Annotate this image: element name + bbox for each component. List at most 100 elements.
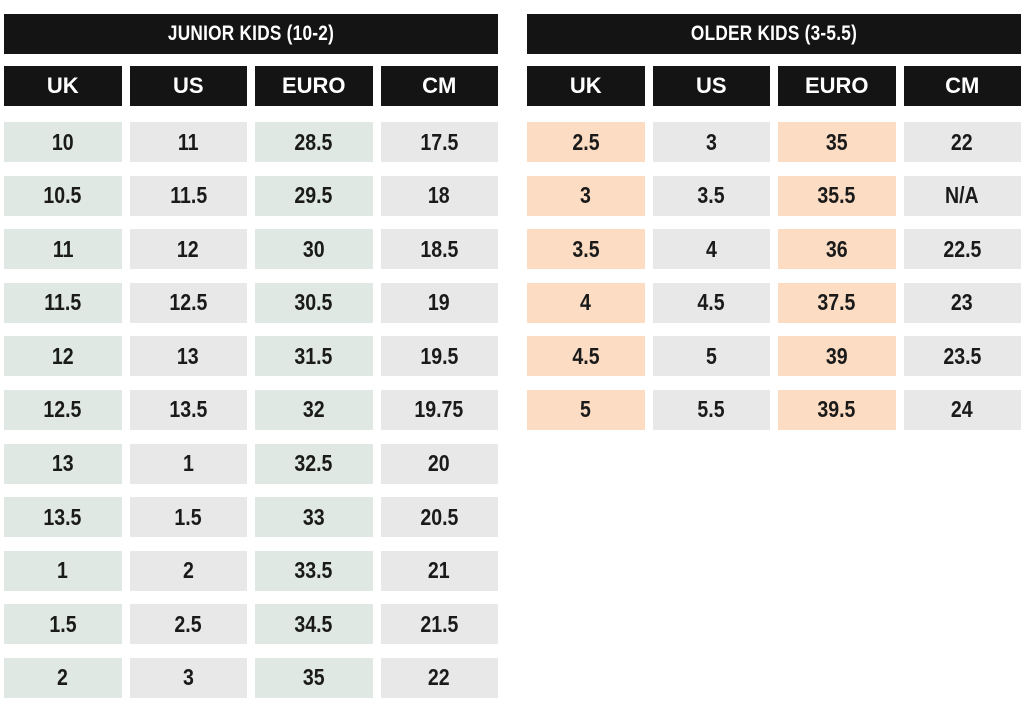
table-row: 2.5 3 35 22: [527, 122, 1021, 162]
cell-uk: 3: [527, 175, 645, 216]
cell-value: 12: [177, 235, 200, 262]
table-row: 13.5 1.5 33 20.5: [4, 497, 498, 538]
cell-value: 39: [825, 342, 848, 369]
cell-value: 17.5: [420, 128, 459, 155]
column-header-uk: UK: [527, 66, 645, 106]
cell-euro: 29.5: [255, 175, 373, 216]
cell-uk: 10: [4, 122, 122, 162]
cell-value: 12.5: [43, 396, 82, 423]
cell-value: 30.5: [294, 289, 333, 316]
table-row: 12.5 13.5 32 19.75: [4, 389, 498, 430]
cell-euro: 30: [255, 229, 373, 270]
cell-euro: 35: [778, 122, 896, 162]
cell-value: 1: [57, 557, 69, 584]
cell-uk: 1.5: [4, 604, 122, 645]
cell-value: 13.5: [43, 503, 82, 530]
cell-uk: 11.5: [4, 282, 122, 323]
column-header-euro: EURO: [778, 66, 896, 106]
cell-value: 4.5: [697, 289, 725, 316]
junior-kids-rows: 10 11 28.5 17.5 10.5 11.5 29.5 18 11 12 30 18.5 11.5…: [4, 122, 498, 698]
cell-uk: 4: [527, 282, 645, 323]
cell-uk: 12: [4, 336, 122, 377]
cell-uk: 11: [4, 229, 122, 270]
cell-value: 3: [580, 182, 592, 209]
older-kids-rows: 2.5 3 35 22 3 3.5 35.5 N/A 3.5 4 36 22.5 4 4.5 37.5 23 4…: [527, 122, 1021, 430]
cell-us: 11.5: [129, 175, 247, 216]
cell-us: 12: [129, 229, 247, 270]
cell-value: 10: [51, 128, 74, 155]
cell-value: 4.5: [572, 342, 600, 369]
cell-cm: 22: [903, 122, 1021, 162]
cell-value: 4: [580, 289, 592, 316]
cell-euro: 30.5: [255, 282, 373, 323]
junior-kids-title-bar: JUNIOR KIDS (10-2): [4, 14, 498, 54]
cell-us: 3: [652, 122, 770, 162]
cell-euro: 39: [778, 336, 896, 377]
cell-value: 2.5: [174, 610, 202, 637]
cell-cm: 18.5: [380, 229, 498, 270]
cell-value: 21: [428, 557, 451, 584]
cell-cm: 19: [380, 282, 498, 323]
cell-value: 11.5: [169, 182, 207, 209]
cell-value: 13.5: [169, 396, 208, 423]
table-row: 11.5 12.5 30.5 19: [4, 282, 498, 323]
cell-cm: 17.5: [380, 122, 498, 162]
cell-euro: 34.5: [255, 604, 373, 645]
cell-value: 5: [705, 342, 717, 369]
cell-euro: 31.5: [255, 336, 373, 377]
cell-cm: 19.5: [380, 336, 498, 377]
cell-value: N/A: [945, 182, 980, 209]
column-header-uk: UK: [4, 66, 122, 106]
column-header-us: US: [129, 66, 247, 106]
cell-us: 13: [129, 336, 247, 377]
cell-us: 2.5: [129, 604, 247, 645]
table-row: 11 12 30 18.5: [4, 229, 498, 270]
column-header-cm: CM: [903, 66, 1021, 106]
cell-us: 3: [129, 657, 247, 698]
cell-value: 37.5: [817, 289, 856, 316]
cell-uk: 2: [4, 657, 122, 698]
cell-uk: 2.5: [527, 122, 645, 162]
cell-uk: 13.5: [4, 497, 122, 538]
table-row: 4 4.5 37.5 23: [527, 282, 1021, 323]
junior-kids-title: JUNIOR KIDS (10-2): [48, 14, 454, 54]
cell-euro: 28.5: [255, 122, 373, 162]
cell-us: 1.5: [129, 497, 247, 538]
cell-value: 32: [302, 396, 325, 423]
cell-value: 5.5: [697, 396, 725, 423]
cell-value: 2: [57, 664, 69, 691]
cell-euro: 39.5: [778, 389, 896, 430]
cell-uk: 10.5: [4, 175, 122, 216]
cell-value: 22: [428, 664, 451, 691]
table-row: 4.5 5 39 23.5: [527, 336, 1021, 377]
cell-value: 5: [580, 396, 592, 423]
cell-value: 31.5: [294, 342, 333, 369]
cell-value: 22.5: [943, 235, 982, 262]
cell-value: 19.75: [414, 396, 464, 423]
table-row: 1.5 2.5 34.5 21.5: [4, 604, 498, 645]
cell-value: 34.5: [294, 610, 333, 637]
table-row: 13 1 32.5 20: [4, 443, 498, 484]
junior-kids-table: JUNIOR KIDS (10-2) UK US EURO CM 10 11 28.…: [4, 14, 498, 712]
cell-cm: N/A: [903, 175, 1021, 216]
cell-value: 20.5: [420, 503, 459, 530]
cell-cm: 20: [380, 443, 498, 484]
cell-cm: 21.5: [380, 604, 498, 645]
cell-value: 19: [428, 289, 451, 316]
cell-value: 11: [52, 235, 74, 262]
cell-uk: 5: [527, 389, 645, 430]
cell-euro: 37.5: [778, 282, 896, 323]
column-header-cm: CM: [380, 66, 498, 106]
cell-value: 10.5: [43, 182, 82, 209]
cell-value: 1: [182, 450, 194, 477]
table-row: 12 13 31.5 19.5: [4, 336, 498, 377]
cell-value: 29.5: [294, 182, 333, 209]
cell-value: 3: [182, 664, 194, 691]
table-row: 3.5 4 36 22.5: [527, 229, 1021, 270]
cell-cm: 23: [903, 282, 1021, 323]
cell-value: 12: [51, 342, 74, 369]
cell-value: 32.5: [294, 450, 333, 477]
cell-value: 1.5: [174, 503, 202, 530]
cell-value: 28.5: [294, 128, 333, 155]
cell-uk: 13: [4, 443, 122, 484]
